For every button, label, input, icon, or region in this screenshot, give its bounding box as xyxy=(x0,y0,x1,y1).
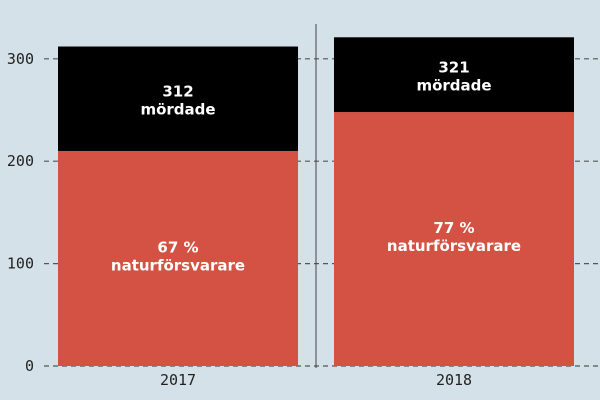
total-suffix-2017: mördade xyxy=(140,101,215,119)
y-tick-label-100: 100 xyxy=(7,255,34,273)
percent-label-2017: 67 % xyxy=(157,238,198,256)
bar-2017-segment-0 xyxy=(58,150,298,366)
total-label-2018: 321 xyxy=(438,59,469,77)
bars xyxy=(58,37,574,366)
total-suffix-2018: mördade xyxy=(416,77,491,95)
y-tick-label-300: 300 xyxy=(7,50,34,68)
y-tick-label-0: 0 xyxy=(25,357,34,375)
segment-description-2018: naturförsvarare xyxy=(387,237,521,255)
category-label-2017: 2017 xyxy=(160,371,196,389)
segment-description-2017: naturförsvarare xyxy=(111,256,245,274)
axes: 0 100 200 300 2017 2018 xyxy=(7,24,472,389)
bar-2017-segment-1 xyxy=(58,46,298,151)
bar-2018-segment-1 xyxy=(334,37,574,113)
total-label-2017: 312 xyxy=(162,83,193,101)
percent-label-2018: 77 % xyxy=(433,219,474,237)
category-label-2018: 2018 xyxy=(436,371,472,389)
bar-2018-segment-0 xyxy=(334,112,574,366)
y-tick-label-200: 200 xyxy=(7,152,34,170)
